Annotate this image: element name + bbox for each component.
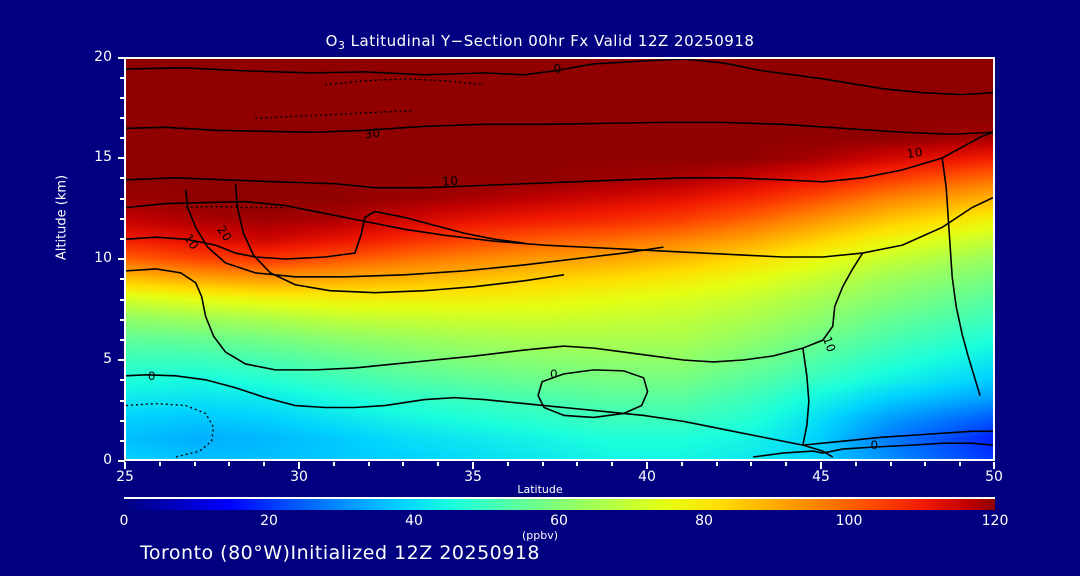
- x-tick-label: 40: [638, 469, 656, 485]
- ozone-heatmap: [126, 59, 993, 459]
- x-tick-minor: [716, 462, 718, 466]
- y-tick-minor: [120, 319, 124, 321]
- x-tick: [124, 462, 126, 469]
- y-tick-minor: [120, 137, 124, 139]
- plot-area: 0 30 10 10 20 10 10 0 0 0: [124, 57, 995, 461]
- y-tick: [118, 157, 125, 159]
- x-tick: [820, 462, 822, 469]
- colorbar-tick-label: 0: [119, 513, 129, 529]
- y-tick-minor: [120, 299, 124, 301]
- x-tick-minor: [681, 462, 683, 466]
- y-tick-minor: [120, 177, 124, 179]
- y-tick-label: 15: [94, 149, 112, 165]
- colorbar-tick-label: 80: [695, 513, 713, 529]
- y-tick-minor: [120, 400, 124, 402]
- page-title: O3 Latitudinal Y−Section 00hr Fx Valid 1…: [0, 32, 1080, 52]
- colorbar: 0 20 40 60 80 100 120: [120, 497, 1008, 529]
- y-axis-title: Altitude (km): [54, 174, 70, 261]
- x-tick: [298, 462, 300, 469]
- colorbar-tick-label: 60: [550, 513, 568, 529]
- x-tick-minor: [159, 462, 161, 466]
- x-tick-minor: [437, 462, 439, 466]
- x-tick-minor: [507, 462, 509, 466]
- x-tick-minor: [228, 462, 230, 466]
- x-tick-minor: [333, 462, 335, 466]
- x-tick-minor: [611, 462, 613, 466]
- x-tick-minor: [924, 462, 926, 466]
- y-tick-label: 5: [103, 351, 112, 367]
- y-tick-minor: [120, 379, 124, 381]
- colorbar-tick-label: 120: [981, 513, 1009, 529]
- title-text: Latitudinal Y−Section 00hr Fx Valid 12Z …: [345, 32, 755, 50]
- y-tick: [118, 258, 125, 260]
- x-tick: [472, 462, 474, 469]
- x-tick-minor: [750, 462, 752, 466]
- y-tick-minor: [120, 198, 124, 200]
- colorbar-tick-label: 100: [835, 513, 863, 529]
- y-tick-minor: [120, 218, 124, 220]
- x-tick-minor: [402, 462, 404, 466]
- colorbar-units: (ppbv): [521, 529, 559, 542]
- x-tick: [993, 462, 995, 469]
- x-axis-title: Latitude: [517, 483, 563, 496]
- y-tick-minor: [120, 440, 124, 442]
- colorbar-tick-label: 40: [405, 513, 423, 529]
- colorbar-gradient: [124, 497, 995, 510]
- x-tick-label: 45: [812, 469, 830, 485]
- y-tick-minor: [120, 339, 124, 341]
- x-tick-minor: [576, 462, 578, 466]
- y-tick: [118, 359, 125, 361]
- y-tick-minor: [120, 97, 124, 99]
- title-subscript: 3: [337, 39, 346, 52]
- y-tick-label: 0: [103, 452, 112, 468]
- y-tick-minor: [120, 77, 124, 79]
- x-tick-minor: [785, 462, 787, 466]
- y-tick: [118, 460, 125, 462]
- x-tick-minor: [368, 462, 370, 466]
- y-tick: [118, 57, 125, 59]
- y-tick-minor: [120, 238, 124, 240]
- x-tick-minor: [890, 462, 892, 466]
- title-species: O: [325, 32, 338, 50]
- x-tick-label: 25: [116, 469, 134, 485]
- x-tick-minor: [542, 462, 544, 466]
- x-tick-minor: [855, 462, 857, 466]
- colorbar-tick-label: 20: [260, 513, 278, 529]
- x-tick-label: 35: [464, 469, 482, 485]
- figure-caption: Toronto (80°W)Initialized 12Z 20250918: [140, 542, 541, 564]
- y-tick-label: 10: [94, 250, 112, 266]
- x-tick-minor: [263, 462, 265, 466]
- x-tick-minor: [959, 462, 961, 466]
- x-tick: [646, 462, 648, 469]
- y-tick-minor: [120, 117, 124, 119]
- y-tick-minor: [120, 278, 124, 280]
- x-tick-label: 50: [985, 469, 1003, 485]
- x-tick-minor: [194, 462, 196, 466]
- y-tick-minor: [120, 420, 124, 422]
- x-tick-label: 30: [290, 469, 308, 485]
- y-tick-label: 20: [94, 49, 112, 65]
